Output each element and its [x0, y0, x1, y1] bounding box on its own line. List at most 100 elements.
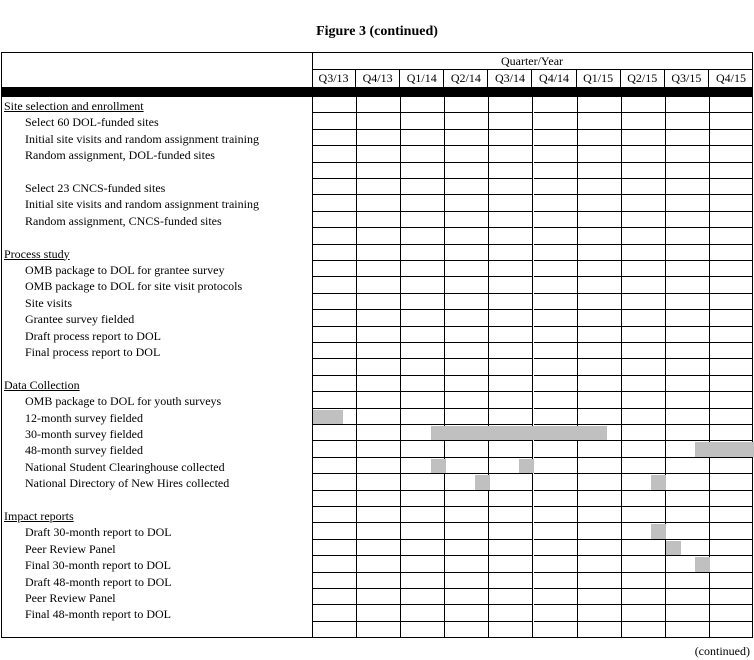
timeline-cell — [357, 310, 402, 327]
timeline-cell — [533, 211, 578, 229]
timeline-cell — [401, 129, 446, 147]
activity-bar-segment — [651, 524, 667, 539]
timeline-cell — [401, 572, 446, 589]
timeline-cell — [533, 572, 578, 589]
timeline-cell — [313, 572, 358, 589]
timeline-cell — [401, 326, 446, 343]
timeline-cell — [577, 326, 622, 343]
timeline-cell — [621, 375, 666, 393]
timeline-cell — [709, 491, 753, 507]
task-label: Initial site visits and random assignmen… — [25, 131, 259, 146]
timeline-cell — [533, 277, 578, 294]
timeline-cell — [357, 441, 402, 458]
timeline-cell — [489, 523, 534, 540]
timeline-cell — [577, 113, 622, 130]
timeline-cell — [665, 113, 710, 130]
timeline-cell — [489, 343, 534, 360]
timeline-cell — [313, 490, 358, 507]
timeline-cell — [577, 392, 622, 409]
timeline-cell — [533, 441, 578, 458]
timeline-cell — [533, 375, 578, 393]
timeline-cell — [313, 589, 358, 606]
timeline-cell — [401, 179, 446, 196]
timeline-cell — [445, 556, 490, 573]
timeline-cell — [401, 228, 446, 245]
timeline-cell — [489, 441, 534, 458]
timeline-cell — [577, 621, 622, 639]
timeline-cell — [401, 474, 446, 491]
timeline-cell — [621, 310, 666, 327]
timeline-cell — [357, 539, 402, 557]
timeline-cell — [577, 490, 622, 507]
timeline-cell — [489, 375, 534, 393]
timeline-cell — [313, 507, 358, 524]
timeline-cell — [577, 556, 622, 573]
activity-bar-segment — [518, 426, 534, 441]
activity-bar-segment — [313, 409, 329, 424]
timeline-cell — [357, 277, 402, 294]
timeline-cell — [665, 293, 710, 311]
timeline-cell — [709, 474, 753, 491]
timeline-cell — [445, 277, 490, 294]
timeline-cell — [401, 211, 446, 229]
timeline-cell — [357, 146, 402, 163]
timeline-cell — [621, 113, 666, 130]
timeline-cell — [445, 539, 490, 557]
timeline-cell — [665, 507, 710, 524]
timeline-cell — [445, 310, 490, 327]
timeline-cell — [577, 228, 622, 245]
timeline-cell — [533, 113, 578, 130]
activity-bar-segment — [562, 426, 579, 441]
timeline-cell — [313, 97, 358, 114]
timeline-cell — [621, 457, 666, 475]
timeline-cell — [357, 129, 402, 147]
timeline-cell — [621, 293, 666, 311]
timeline-cell — [445, 441, 490, 458]
timeline-cell — [401, 359, 446, 376]
timeline-cell — [621, 277, 666, 294]
activity-bar-segment — [489, 426, 505, 441]
timeline-cell — [665, 359, 710, 376]
timeline-cell — [445, 113, 490, 130]
activity-bar-segment — [518, 458, 534, 474]
quarter-header: Q2/15 — [621, 70, 665, 87]
timeline-cell — [577, 244, 622, 261]
activity-bar-segment — [665, 540, 681, 556]
timeline-cell — [533, 244, 578, 261]
timeline-cell — [489, 408, 534, 425]
timeline-cell — [709, 146, 753, 163]
timeline-cell — [445, 605, 490, 622]
timeline-cell — [445, 523, 490, 540]
timeline-cell — [709, 359, 753, 376]
timeline-cell — [533, 162, 578, 179]
timeline-cell — [313, 343, 358, 360]
timeline-cell — [489, 572, 534, 589]
timeline-cell — [533, 457, 578, 475]
timeline-cell — [577, 589, 622, 606]
timeline-cell — [665, 277, 710, 294]
timeline-cell — [489, 490, 534, 507]
timeline-cell — [445, 146, 490, 163]
timeline-cell — [357, 195, 402, 212]
timeline-cell — [313, 179, 358, 196]
timeline-cell — [709, 605, 753, 622]
timeline-cell — [357, 589, 402, 606]
timeline-cell — [445, 326, 490, 343]
timeline-cell — [577, 179, 622, 196]
timeline-cell — [665, 261, 710, 278]
timeline-cell — [709, 97, 753, 114]
timeline-cell — [313, 621, 358, 639]
timeline-cell — [489, 293, 534, 311]
timeline-cell — [665, 146, 710, 163]
timeline-cell — [709, 589, 753, 606]
task-label: Final 30-month report to DOL — [25, 558, 171, 573]
activity-bar-segment — [695, 557, 711, 572]
timeline-cell — [313, 326, 358, 343]
timeline-cell — [709, 310, 753, 327]
timeline-cell — [489, 261, 534, 278]
timeline-cell — [489, 113, 534, 130]
timeline-cell — [533, 490, 578, 507]
timeline-cell — [621, 539, 666, 557]
activity-bar-segment — [548, 426, 564, 441]
timeline-cell — [665, 375, 710, 393]
